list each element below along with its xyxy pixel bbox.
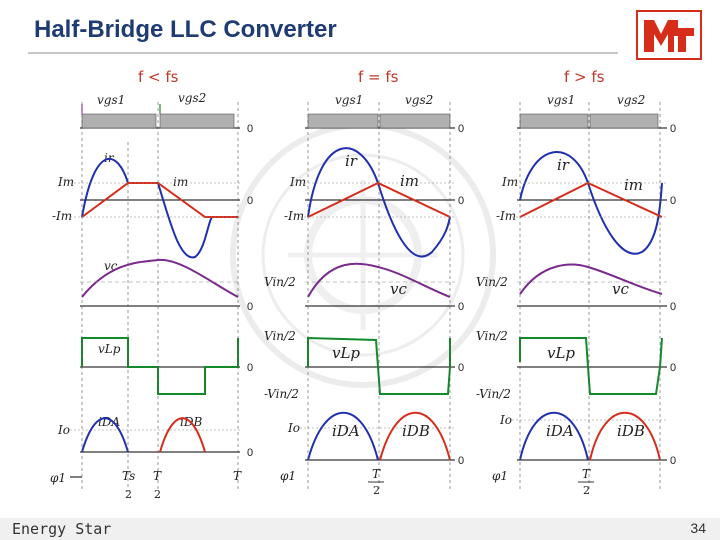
company-logo bbox=[636, 10, 702, 60]
time-t-half-num: T bbox=[372, 467, 381, 481]
svg-text:0: 0 bbox=[247, 195, 253, 207]
footer-text: Energy Star bbox=[12, 520, 112, 538]
label-vLp: vLp bbox=[547, 344, 575, 362]
label-neg-Im: -Im bbox=[496, 209, 516, 223]
time-t-half-num: T bbox=[582, 467, 591, 481]
ir-waveform bbox=[307, 147, 451, 258]
iDA-waveform bbox=[81, 417, 129, 453]
svg-text:0: 0 bbox=[670, 195, 676, 207]
label-im: im bbox=[624, 176, 643, 194]
svg-text:0: 0 bbox=[670, 301, 676, 313]
svg-text:0: 0 bbox=[458, 362, 464, 374]
time-t-half-den: 2 bbox=[373, 484, 380, 497]
gate-pulse-1 bbox=[307, 113, 379, 129]
gate-pulse-1 bbox=[519, 113, 589, 129]
iDA-waveform bbox=[519, 411, 589, 461]
waveform-panel-above-resonance: f > fs vgs1 vgs2 0 0 Im -Im ir im Vin/2 … bbox=[476, 68, 676, 497]
label-iDA: iDA bbox=[546, 422, 574, 440]
svg-text:0: 0 bbox=[670, 362, 676, 374]
label-vc: vc bbox=[390, 280, 407, 298]
time-t-half-den: 2 bbox=[154, 488, 161, 501]
iDB-waveform bbox=[379, 412, 451, 461]
label-neg-vin-half: -Vin/2 bbox=[264, 387, 299, 401]
label-im: im bbox=[173, 175, 188, 189]
svg-text:0: 0 bbox=[670, 123, 676, 135]
panel-header: f < fs bbox=[138, 68, 179, 86]
label-phi1: φ1 bbox=[50, 471, 66, 485]
svg-text:0: 0 bbox=[458, 455, 464, 467]
label-phi1: φ1 bbox=[492, 469, 508, 483]
ir-waveform bbox=[81, 157, 238, 259]
label-iDB: iDB bbox=[617, 422, 645, 440]
svg-text:0: 0 bbox=[247, 362, 253, 374]
time-t-half-den: 2 bbox=[583, 484, 590, 497]
svg-text:0: 0 bbox=[458, 195, 464, 207]
label-vgs1: vgs1 bbox=[335, 93, 363, 107]
svg-text:0: 0 bbox=[247, 123, 253, 135]
label-vLp: vLp bbox=[98, 342, 121, 356]
label-vgs1: vgs1 bbox=[97, 93, 125, 107]
time-t: T bbox=[233, 469, 242, 483]
label-vgs1: vgs1 bbox=[547, 93, 575, 107]
label-ir: ir bbox=[557, 156, 570, 174]
gate-pulse-2 bbox=[379, 113, 451, 129]
label-vin-half-2: Vin/2 bbox=[476, 329, 508, 343]
label-Im: Im bbox=[501, 175, 518, 189]
svg-text:0: 0 bbox=[458, 123, 464, 135]
label-vgs2: vgs2 bbox=[178, 91, 206, 105]
iDA-waveform bbox=[307, 412, 379, 461]
ir-waveform bbox=[519, 151, 663, 255]
iDB-waveform bbox=[159, 417, 206, 453]
label-iDB: iDB bbox=[402, 422, 430, 440]
svg-text:0: 0 bbox=[670, 455, 676, 467]
footer-bar bbox=[0, 518, 720, 540]
time-t-half-num: T bbox=[153, 469, 162, 483]
label-Io: Io bbox=[57, 423, 70, 437]
gate-pulse-1 bbox=[81, 113, 157, 129]
label-neg-Im: -Im bbox=[284, 209, 304, 223]
vc-waveform bbox=[519, 263, 663, 295]
vLp-waveform bbox=[519, 337, 663, 395]
panel-header: f > fs bbox=[564, 68, 605, 86]
label-vLp: vLp bbox=[332, 344, 360, 362]
label-phi1: φ1 bbox=[280, 469, 296, 483]
label-neg-Im: -Im bbox=[52, 209, 72, 223]
label-vc: vc bbox=[612, 280, 629, 298]
label-vgs2: vgs2 bbox=[617, 93, 645, 107]
svg-text:0: 0 bbox=[247, 447, 253, 459]
waveform-panel-at-resonance: f = fs vgs1 vgs2 0 0 Im -Im ir im Vin/2 … bbox=[264, 68, 464, 497]
svg-text:0: 0 bbox=[247, 301, 253, 313]
label-vin-half-2: Vin/2 bbox=[264, 329, 296, 343]
panel-header: f = fs bbox=[358, 68, 399, 86]
label-Im: Im bbox=[289, 175, 306, 189]
vc-waveform bbox=[307, 262, 451, 298]
time-ts-half-num: Ts bbox=[122, 469, 135, 483]
label-vgs2: vgs2 bbox=[405, 93, 433, 107]
label-vin-half: Vin/2 bbox=[476, 275, 508, 289]
iDB-waveform bbox=[589, 411, 661, 461]
gate-pulse-2 bbox=[589, 113, 659, 129]
page-number: 34 bbox=[690, 520, 706, 536]
label-Io: Io bbox=[287, 421, 300, 435]
time-ts-half-den: 2 bbox=[125, 488, 132, 501]
label-ir: ir bbox=[345, 152, 358, 170]
svg-text:0: 0 bbox=[458, 301, 464, 313]
slide-title: Half-Bridge LLC Converter bbox=[34, 16, 337, 43]
waveform-panel-below-resonance: f < fs vgs1 vgs2 0 0 Im -Im ir im vc 0 v… bbox=[50, 68, 253, 501]
label-vin-half: Vin/2 bbox=[264, 275, 296, 289]
label-Im: Im bbox=[57, 175, 74, 189]
label-iDA: iDA bbox=[332, 422, 360, 440]
label-Io: Io bbox=[499, 413, 512, 427]
label-neg-vin-half: -Vin/2 bbox=[476, 387, 511, 401]
title-divider bbox=[28, 52, 618, 54]
gate-pulse-2 bbox=[159, 113, 235, 129]
label-im: im bbox=[400, 172, 419, 190]
